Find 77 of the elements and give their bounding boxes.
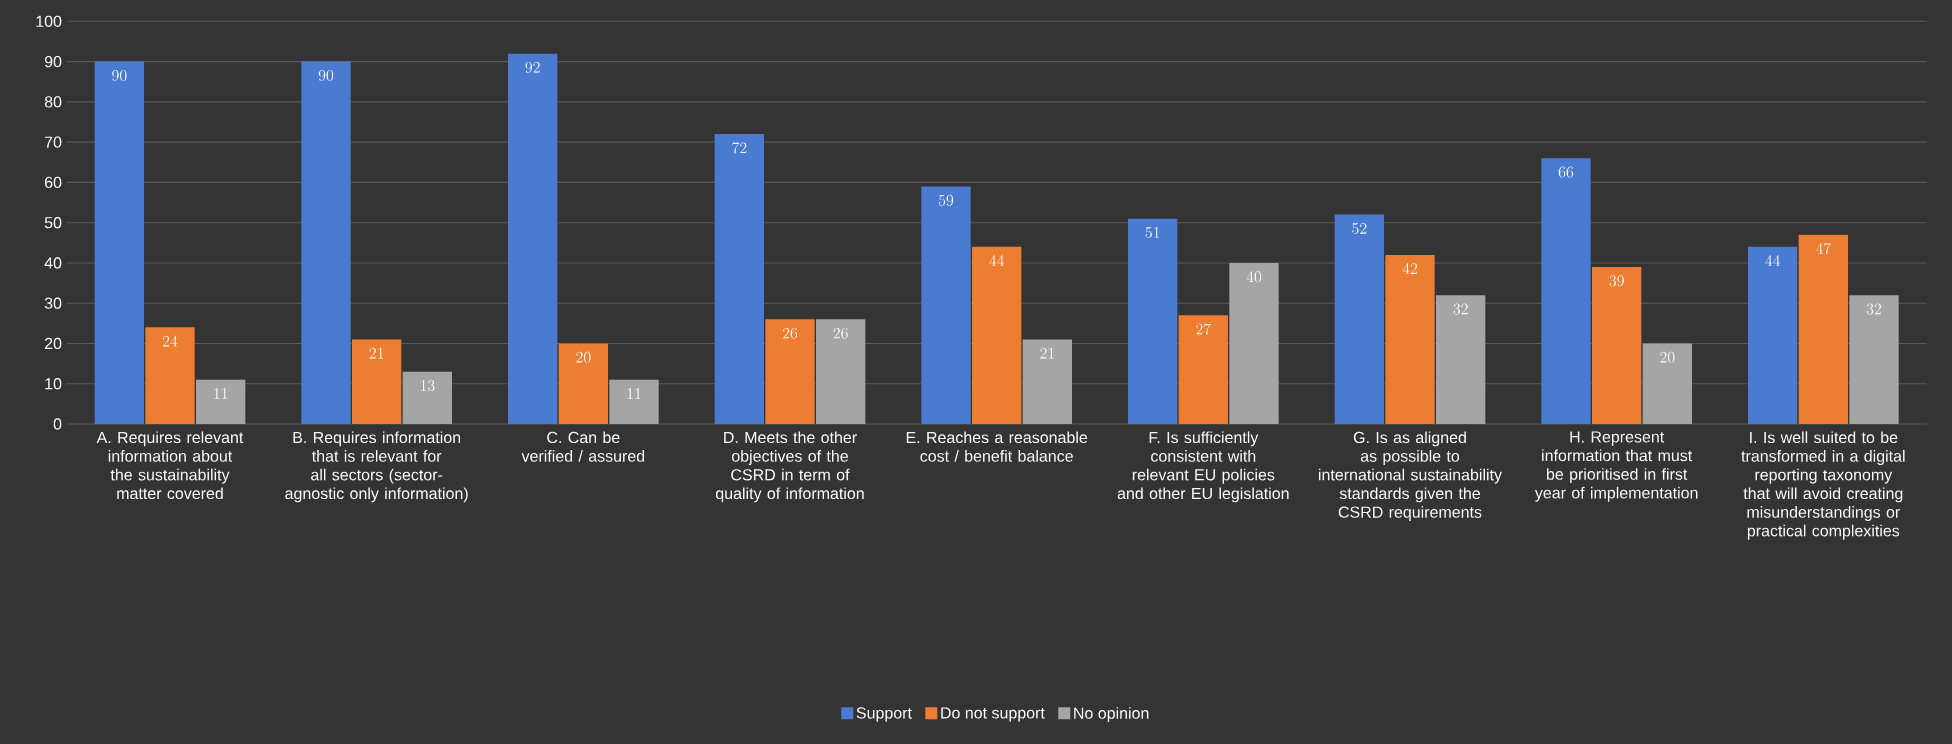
x-tick-label: F. Is sufficiently consistent with relevant EU policies and other EU legislation [1117,431,1289,503]
x-tick-label: D. Meets the other objectives of the CSRD in term of quality of information [715,431,864,503]
data-label: 51 [1145,227,1160,238]
legend-label: Do not support [941,707,1045,722]
data-label: 26 [833,327,848,339]
data-label: 44 [1765,255,1781,266]
x-tick-label: C. Can be verified / assured [521,431,645,462]
y-tick-label: 80 [44,96,62,108]
bar [1541,158,1591,424]
data-label: 20 [1660,351,1675,363]
x-tick-label: G. Is as aligned as possible to international sustainability standards given the CSRD requirements [1319,431,1502,521]
legend-label: No opinion [1074,707,1149,723]
bar [972,246,1022,424]
bar [301,61,351,424]
bar [609,379,659,424]
bar [508,53,558,424]
bar [1229,262,1279,424]
data-label: 26 [782,327,798,339]
data-label: 66 [1558,166,1574,178]
y-tick-label: 90 [44,55,62,68]
data-label: 11 [627,388,641,399]
data-label: 72 [732,142,747,154]
data-label: 47 [1815,242,1831,255]
data-label: 11 [214,388,228,399]
y-tick-label: 20 [44,337,62,350]
y-tick-label: 30 [44,297,62,309]
bar [714,134,765,424]
data-label: 92 [525,61,540,73]
y-tick-label: 100 [36,15,62,27]
bar [1748,246,1798,424]
legend-label: Support [856,707,912,722]
bar [1798,234,1848,424]
bar [402,371,453,424]
data-label: 90 [318,69,334,81]
data-label: 52 [1352,222,1367,234]
bar [145,327,195,424]
data-label: 21 [1040,347,1054,359]
x-tick-label: I. Is well suited to be transformed in a digital reporting taxonomy that will avoid creating misunderstandings or practical complexities [1741,431,1905,540]
y-tick-label: 10 [45,378,62,390]
bar [1642,343,1692,424]
bar [558,343,608,424]
data-label: 24 [162,335,178,347]
bar [1849,295,1899,424]
bar [1436,295,1486,424]
y-tick-label: 70 [44,136,62,148]
bar [765,319,815,424]
bar [816,319,866,424]
bar [94,61,145,424]
bar [196,379,246,424]
bar [1178,315,1228,424]
data-label: 90 [112,69,127,81]
bar [1334,214,1384,424]
data-label: 42 [1402,263,1418,274]
bar [921,186,971,424]
y-tick-label: 60 [44,176,62,189]
bar [1385,254,1435,424]
bar [1592,266,1642,424]
x-tick-label: H. Represent information that must be prioritised in first year of implementation [1534,431,1698,502]
data-label: 21 [369,347,384,359]
x-tick-label: B. Requires information that is relevant for all sectors (sector-agnostic only information) [285,431,468,503]
data-label: 20 [576,351,591,363]
data-label: 27 [1196,323,1211,335]
data-label: 59 [938,194,954,206]
data-label: 13 [420,380,435,392]
data-label: 32 [1866,303,1882,315]
x-tick-label: A. Requires relevant information about the sustainability matter covered [96,431,244,500]
y-tick-label: 50 [44,217,62,229]
data-label: 40 [1246,271,1262,283]
x-tick-label: E. Reaches a reasonable cost / benefit balance [906,431,1088,462]
bar [1128,218,1178,424]
bar [352,339,402,424]
data-label: 44 [989,255,1005,266]
data-label: 39 [1609,275,1624,287]
y-tick-label: 0 [53,418,62,430]
data-label: 32 [1453,303,1468,315]
y-tick-label: 40 [44,257,62,269]
bar [1022,339,1072,424]
